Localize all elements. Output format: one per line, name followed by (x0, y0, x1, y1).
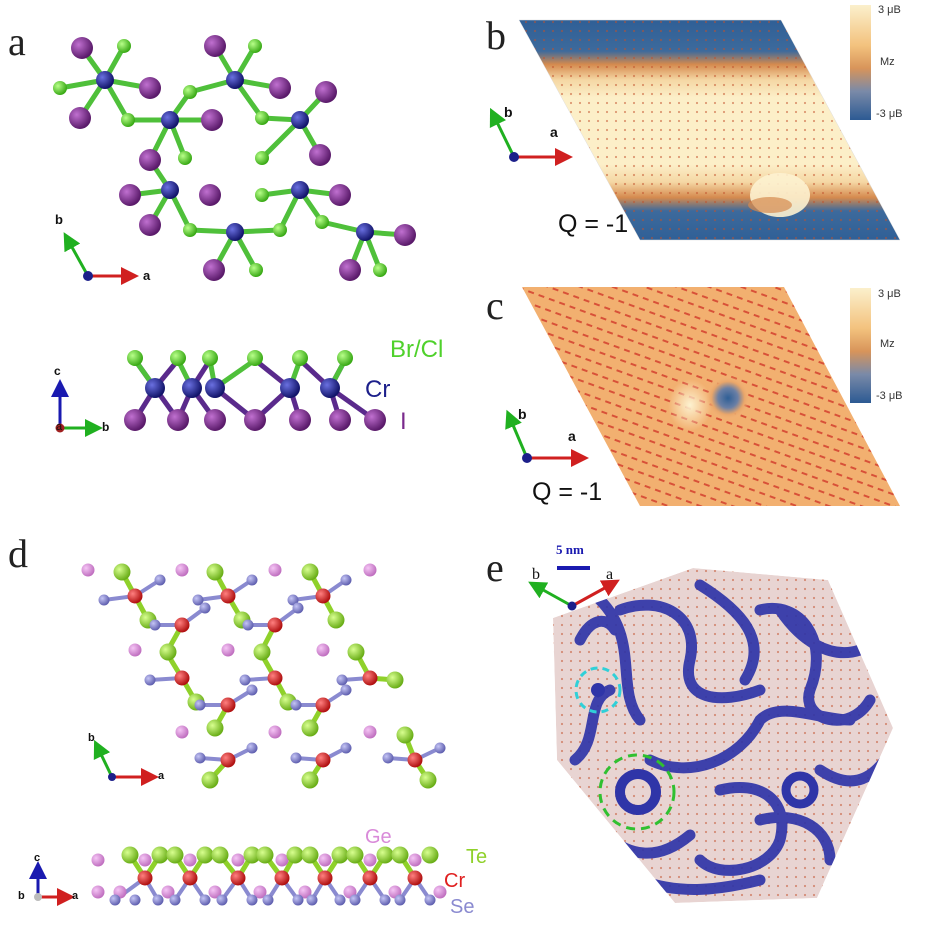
panel-d-side-axis-label-b: b (18, 890, 25, 902)
panel-label-e: e (486, 545, 504, 590)
panel-d-top-lattice (81, 563, 446, 789)
panel-b-colorbar-top: 3 μB (878, 4, 901, 16)
panel-c-q-value: Q = -1 (532, 478, 603, 506)
panel-c-colorbar-bottom: -3 μB (876, 390, 903, 402)
panel-b-colorbar-mid: Mz (880, 56, 895, 68)
panel-c-axis-label-b: b (518, 406, 527, 422)
legend-cr-a: Cr (365, 376, 391, 403)
panel-c-colorbar (850, 288, 871, 403)
panel-a-top-lattice (53, 35, 416, 281)
panel-a-side-lattice (124, 350, 386, 431)
panel-label-a: a (8, 19, 26, 64)
panel-b-axis-label-b: b (504, 104, 513, 120)
panel-a-side-axis-label-a: a (56, 421, 63, 433)
legend-te: Te (466, 846, 488, 868)
panel-e-scalebar-label: 5 nm (556, 542, 584, 557)
panel-b-colorbar-bottom: -3 μB (876, 108, 903, 120)
panel-label-c: c (486, 283, 504, 328)
panel-a-side-axes (51, 379, 103, 437)
panel-c-colorbar-top: 3 μB (878, 288, 901, 300)
panel-label-d: d (8, 531, 28, 576)
panel-d-side-axes (29, 861, 75, 906)
legend-cr-d: Cr (444, 870, 466, 892)
panel-c-axes (505, 409, 589, 467)
panel-b-colorbar (850, 5, 871, 120)
panel-c-colorbar-mid: Mz (880, 338, 895, 350)
panel-e-axes (528, 579, 620, 611)
panel-a-axis-label-a: a (143, 268, 151, 283)
panel-d-side-lattice (91, 846, 447, 906)
panel-c-axis-label-a: a (568, 428, 576, 444)
legend-i: I (400, 408, 407, 435)
panel-a-top-axes (63, 232, 139, 285)
panel-b-axis-label-a: a (550, 124, 558, 140)
panel-label-b: b (486, 13, 506, 58)
panel-d-axis-label-b: b (88, 732, 95, 744)
legend-se: Se (450, 896, 475, 918)
panel-a-axis-label-b: b (55, 212, 63, 227)
panel-d-axis-label-a: a (158, 770, 165, 782)
panel-e-axis-label-a: a (606, 566, 614, 583)
panel-a-side-axis-label-c: c (54, 364, 61, 378)
panel-d-top-axes (93, 739, 159, 786)
legend-brcl: Br/Cl (390, 336, 444, 363)
panel-d-side-axis-label-a: a (72, 890, 79, 902)
legend-ge: Ge (365, 826, 392, 848)
panel-e-domain-texture (553, 568, 893, 903)
panel-b-q-value: Q = -1 (558, 210, 629, 238)
panel-b-axes (489, 107, 573, 166)
panel-a-side-axis-label-b: b (102, 420, 110, 434)
panel-d-side-axis-label-c: c (34, 852, 41, 864)
panel-e-axis-label-b: b (532, 566, 540, 583)
